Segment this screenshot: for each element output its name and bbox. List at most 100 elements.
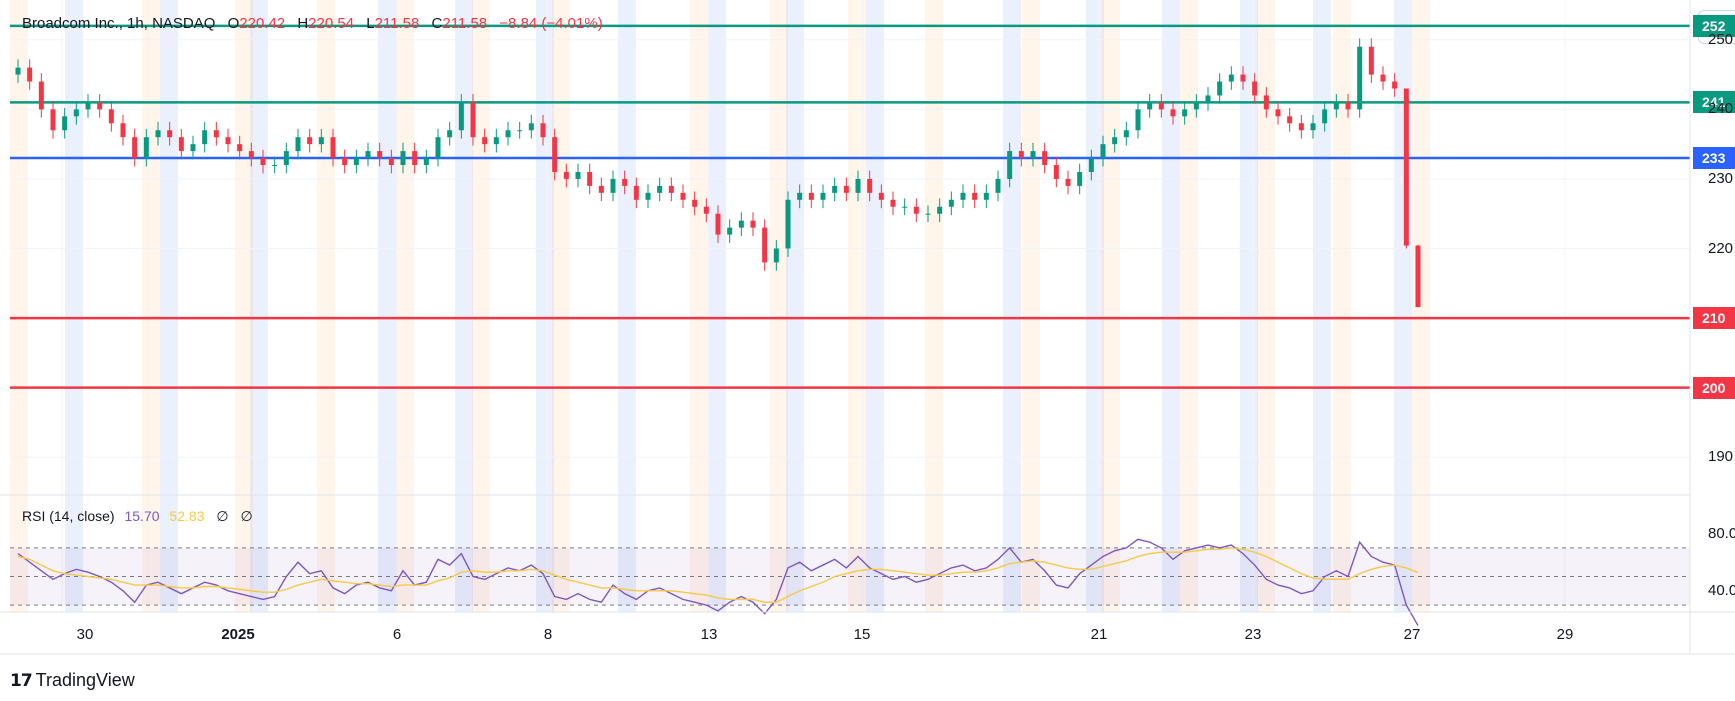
candle-body xyxy=(1193,102,1199,110)
candle-body xyxy=(540,123,546,138)
time-tick-label: 30 xyxy=(76,626,94,643)
candle-body xyxy=(330,137,336,159)
session-band xyxy=(1257,0,1275,612)
symbol-title[interactable]: Broadcom Inc., 1h, NASDAQ xyxy=(22,15,216,32)
rsi-extra-1: ∅ xyxy=(216,508,229,524)
candle-body xyxy=(167,130,173,138)
price-tick-label: 250 xyxy=(1708,30,1734,48)
rsi-title[interactable]: RSI (14, close) xyxy=(22,508,115,524)
candle-body xyxy=(668,185,674,193)
candle-body xyxy=(1112,137,1118,145)
time-tick-label: 8 xyxy=(543,626,553,643)
candle-body xyxy=(412,151,418,166)
session-band xyxy=(786,0,804,612)
candle-body xyxy=(517,130,523,132)
level-tag-210: 210 xyxy=(1693,307,1735,330)
candle-body xyxy=(1182,109,1188,117)
session-band xyxy=(866,0,884,612)
level-tag-200: 200 xyxy=(1693,376,1735,399)
open-value: 220.42 xyxy=(239,15,286,32)
candle-body xyxy=(680,192,686,200)
session-band xyxy=(65,0,83,612)
candle-body xyxy=(283,151,289,166)
low-label: L xyxy=(366,15,375,32)
candle-body xyxy=(353,158,359,166)
candle-body xyxy=(260,158,266,166)
candle-body xyxy=(295,137,301,152)
time-tick-label: 15 xyxy=(853,626,871,643)
session-band xyxy=(160,0,178,612)
candlestick-series xyxy=(15,38,1421,308)
candle-body xyxy=(902,206,908,208)
level-tag-233: 233 xyxy=(1693,147,1735,170)
candle-body xyxy=(1123,130,1129,138)
candle-body xyxy=(692,199,698,207)
time-tick-label: 29 xyxy=(1556,626,1574,643)
candle-body xyxy=(377,151,383,159)
session-band xyxy=(1022,0,1040,612)
session-band xyxy=(1086,0,1104,612)
candle-body xyxy=(1018,151,1024,159)
candle-body xyxy=(1053,165,1059,179)
candle-body xyxy=(1392,81,1398,89)
candle-body xyxy=(1252,81,1258,96)
candle-body xyxy=(38,81,44,110)
candle-body xyxy=(493,137,499,145)
candle-body xyxy=(972,192,978,200)
session-band xyxy=(1313,0,1331,612)
candle-body xyxy=(937,206,943,214)
rsi-line xyxy=(17,538,1419,626)
low-value: 211.58 xyxy=(374,15,420,32)
session-band xyxy=(536,0,554,612)
candle-body xyxy=(983,192,989,200)
candle-body xyxy=(773,248,779,263)
session-band xyxy=(1003,0,1021,612)
candle-body xyxy=(622,178,628,186)
candle-body xyxy=(1275,109,1281,117)
candle-body xyxy=(272,165,278,167)
candle-body xyxy=(750,220,756,228)
high-value: 220.54 xyxy=(308,15,355,32)
rsi-tick-label: 40.00 xyxy=(1708,581,1735,599)
candle-body xyxy=(1345,102,1351,110)
candle-body xyxy=(307,137,313,145)
session-band xyxy=(1162,0,1180,612)
candle-body xyxy=(633,185,639,200)
candle-body xyxy=(1088,158,1094,172)
tradingview-brand[interactable]: 𝟭𝟳 TradingView xyxy=(10,670,135,691)
candle-body xyxy=(1357,46,1363,110)
candle-body xyxy=(1042,151,1048,166)
candle-body xyxy=(1030,151,1036,159)
rsi-value: 15.70 xyxy=(124,508,160,524)
rsi-pane xyxy=(0,494,1690,626)
session-band xyxy=(1180,0,1198,612)
session-band xyxy=(690,0,708,612)
price-tick-label: 220 xyxy=(1708,239,1734,257)
candle-body xyxy=(1228,74,1234,82)
candle-body xyxy=(85,102,91,110)
session-band xyxy=(1394,0,1412,612)
candle-body xyxy=(388,158,394,166)
candle-body xyxy=(808,192,814,200)
candle-body xyxy=(73,109,79,117)
candle-body xyxy=(587,171,593,186)
candle-body xyxy=(213,130,219,138)
session-band xyxy=(378,0,396,612)
horizontal-levels xyxy=(10,24,1690,389)
session-band xyxy=(618,0,636,612)
candle-body xyxy=(143,137,149,159)
time-tick-label: 13 xyxy=(700,626,718,643)
session-band xyxy=(770,0,788,612)
candle-body xyxy=(575,171,581,179)
rsi-extra-2: ∅ xyxy=(240,508,253,524)
candle-body xyxy=(190,144,196,152)
candle-body xyxy=(703,206,709,214)
candle-body xyxy=(97,102,103,110)
candle-body xyxy=(1298,123,1304,131)
open-label: O xyxy=(227,15,240,32)
axes-frame xyxy=(0,0,1735,655)
candle-body xyxy=(132,137,138,159)
candle-body xyxy=(925,213,931,215)
candle-body xyxy=(470,102,476,138)
